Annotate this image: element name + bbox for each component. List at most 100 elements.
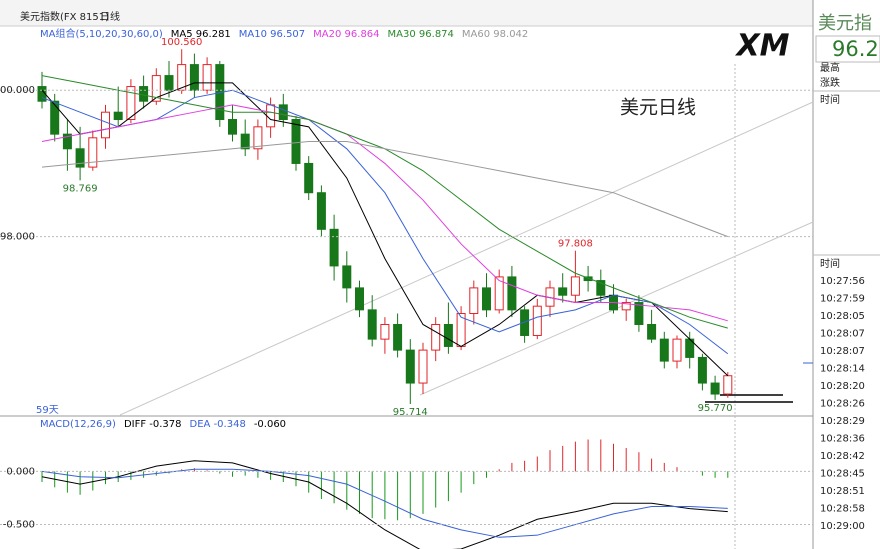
candle-body — [405, 349, 415, 384]
ma-legend: MA30 96.874 — [388, 29, 454, 40]
main-plot — [37, 49, 733, 404]
side-label: 涨跌 — [820, 76, 840, 89]
time-entry: 10:28:20 — [820, 381, 865, 392]
candle-body — [621, 302, 631, 311]
candle-body — [634, 302, 644, 325]
candle-body — [520, 309, 530, 336]
macd-legend: MACD(12,26,9) — [40, 419, 116, 430]
time-entry: 10:28:45 — [820, 469, 865, 480]
candle-body — [367, 309, 377, 340]
ma-legend: MA60 98.042 — [462, 29, 528, 40]
candle-body — [75, 148, 85, 168]
macd-legend: DIFF -0.378 — [124, 419, 182, 430]
candle-body — [101, 111, 110, 139]
candle-body — [558, 287, 568, 296]
time-entry: 10:28:14 — [820, 364, 865, 375]
candle-body — [189, 64, 199, 91]
ma-line — [41, 140, 728, 238]
candle-body — [62, 133, 72, 150]
ma-legend: MA5 96.281 — [171, 29, 231, 40]
symbol[interactable]: 美元指数(FX 8151) — [20, 10, 109, 23]
candle-body — [266, 104, 276, 128]
side-price: 96.2 — [832, 37, 879, 61]
candle-body — [228, 119, 237, 135]
candle-body — [672, 338, 682, 362]
candle-body — [126, 86, 136, 121]
price-box — [815, 35, 880, 63]
candle-body — [443, 323, 453, 347]
overlay-title: 美元日线 — [620, 97, 696, 119]
side-name: 美元指 — [818, 13, 872, 34]
price-annotation: 97.808 — [558, 239, 593, 250]
candle-body — [482, 287, 491, 311]
candle-body — [532, 305, 542, 336]
candle-body — [647, 323, 657, 340]
macd-legend: -0.060 — [254, 419, 286, 430]
candle-body — [596, 280, 606, 296]
candle-body — [342, 265, 352, 289]
time-header: 时间 — [820, 257, 840, 270]
candle-body — [316, 192, 326, 230]
candle-body — [697, 356, 707, 384]
candle-body — [329, 228, 339, 267]
side-panel: 美元指 96.2 最高 涨跌 时间 时间 — [813, 13, 880, 270]
y-tick-label: -0.500 — [3, 520, 35, 531]
candle-body — [291, 119, 301, 164]
candle-body — [418, 349, 428, 384]
period[interactable]: 日线 — [100, 10, 120, 23]
time-header: 时间 — [820, 93, 840, 106]
days: 59天 — [36, 405, 59, 416]
time-entry: 10:28:51 — [820, 486, 865, 497]
time-entry: 10:28:26 — [820, 399, 865, 410]
logo: XM — [722, 28, 804, 64]
macd-plot — [41, 439, 729, 549]
candle-body — [139, 86, 149, 102]
candle-body — [50, 100, 60, 135]
candle-body — [583, 276, 593, 282]
time-entry: 10:27:59 — [820, 294, 865, 305]
candle-body — [570, 276, 580, 296]
candle-body — [380, 323, 390, 340]
candle-body — [659, 338, 669, 362]
candle-body — [355, 287, 364, 311]
ma-legend: MA20 96.864 — [313, 29, 379, 40]
candle-body — [393, 323, 403, 351]
price-annotation: 95.714 — [393, 407, 428, 418]
time-entry: 10:28:58 — [820, 504, 865, 515]
candle-body — [151, 75, 161, 102]
candle-body — [164, 75, 174, 91]
candle-body — [304, 162, 314, 194]
price-annotation: 98.769 — [63, 183, 98, 194]
logo-text: XM — [735, 29, 790, 64]
macd-line — [41, 460, 728, 549]
macd-line — [41, 468, 728, 538]
y-tick-label: 98.000 — [0, 232, 35, 243]
candle-body — [723, 375, 733, 395]
ma-group[interactable]: MA组合(5,10,20,30,60,0) — [40, 27, 163, 40]
candle-body — [202, 64, 212, 91]
time-entry: 10:28:36 — [820, 434, 865, 445]
time-entry: 10:27:56 — [820, 276, 865, 287]
candle-body — [494, 276, 504, 311]
time-entry: 10:28:42 — [820, 451, 865, 462]
macd-legend: DEA -0.348 — [190, 419, 246, 430]
candle-body — [469, 287, 479, 315]
candle-body — [88, 137, 98, 168]
time-entry: 10:29:00 — [820, 521, 865, 532]
trend-line — [119, 101, 814, 416]
time-entry: 10:28:07 — [820, 346, 865, 357]
side-label: 最高 — [820, 61, 840, 74]
toolbar — [0, 0, 813, 26]
price-annotation: 95.770 — [698, 403, 733, 414]
candle-body — [253, 126, 263, 150]
ma-line — [41, 104, 728, 322]
time-entry: 10:28:29 — [820, 416, 865, 427]
candle-body — [507, 276, 517, 311]
candle-body — [113, 111, 123, 121]
candle-body — [278, 104, 288, 121]
y-tick-label: 0.000 — [6, 466, 35, 477]
candle-body — [431, 323, 441, 351]
ma-legend: MA10 96.507 — [239, 29, 305, 40]
